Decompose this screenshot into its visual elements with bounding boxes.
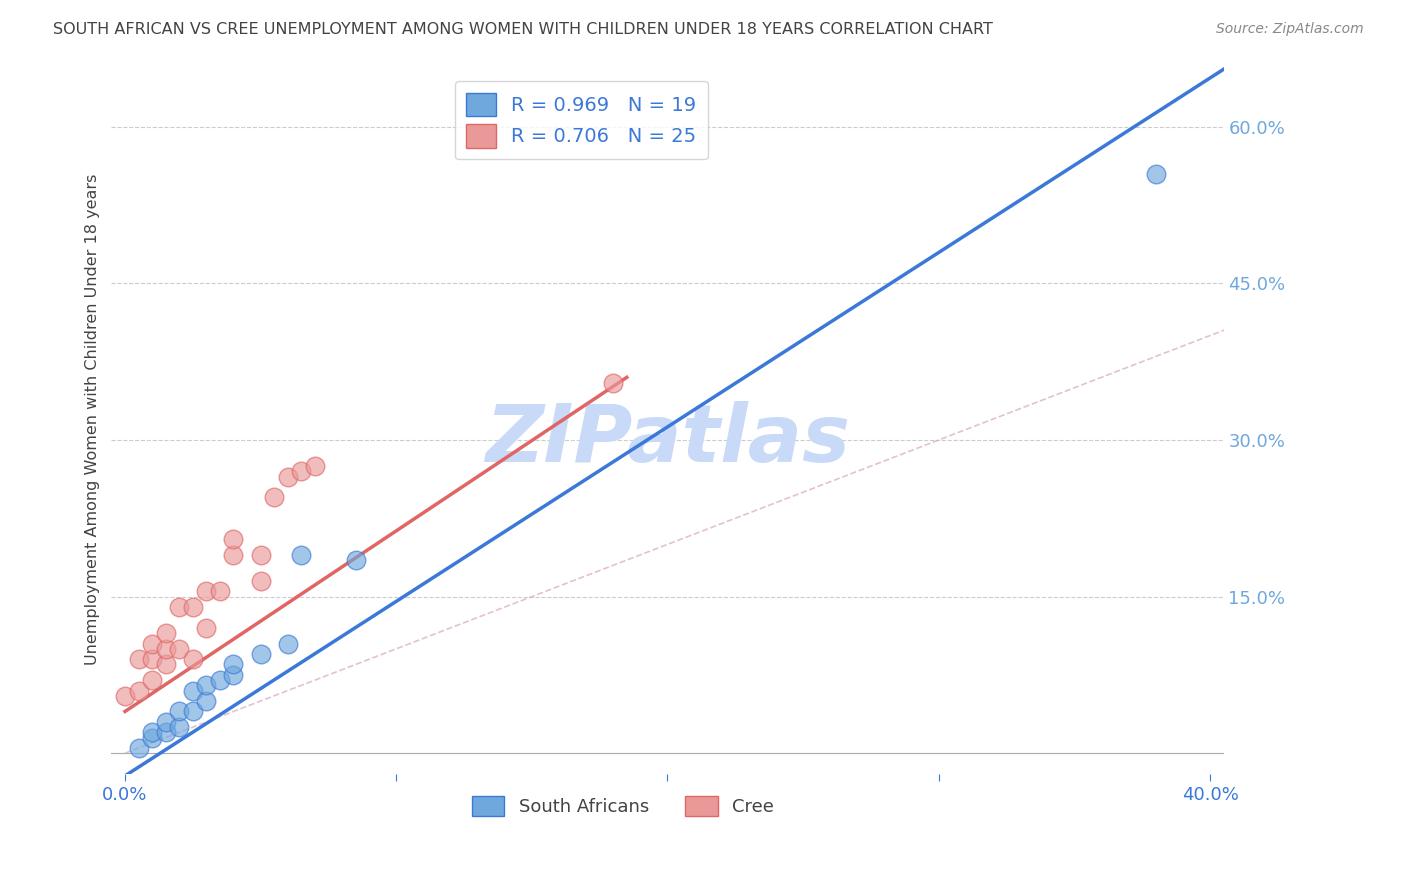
Point — [277, 637, 299, 651]
Point — [141, 725, 163, 739]
Point — [155, 657, 177, 672]
Point — [181, 705, 204, 719]
Point — [290, 548, 312, 562]
Point — [195, 678, 218, 692]
Point — [1144, 167, 1167, 181]
Point — [195, 584, 218, 599]
Point — [249, 647, 271, 661]
Point — [208, 673, 231, 687]
Legend: South Africans, Cree: South Africans, Cree — [463, 787, 783, 825]
Text: Source: ZipAtlas.com: Source: ZipAtlas.com — [1216, 22, 1364, 37]
Point — [304, 459, 326, 474]
Point — [128, 652, 150, 666]
Text: ZIPatlas: ZIPatlas — [485, 401, 851, 479]
Point — [167, 720, 190, 734]
Point — [167, 705, 190, 719]
Point — [141, 673, 163, 687]
Point — [222, 548, 245, 562]
Point — [222, 668, 245, 682]
Y-axis label: Unemployment Among Women with Children Under 18 years: Unemployment Among Women with Children U… — [86, 173, 100, 665]
Point — [208, 584, 231, 599]
Text: SOUTH AFRICAN VS CREE UNEMPLOYMENT AMONG WOMEN WITH CHILDREN UNDER 18 YEARS CORR: SOUTH AFRICAN VS CREE UNEMPLOYMENT AMONG… — [53, 22, 993, 37]
Point — [155, 626, 177, 640]
Point — [155, 641, 177, 656]
Point — [141, 731, 163, 745]
Point — [249, 548, 271, 562]
Point — [181, 600, 204, 615]
Point — [141, 652, 163, 666]
Point — [181, 652, 204, 666]
Point — [128, 683, 150, 698]
Point — [167, 641, 190, 656]
Point — [263, 491, 285, 505]
Point — [181, 683, 204, 698]
Point — [195, 694, 218, 708]
Point — [222, 657, 245, 672]
Point — [277, 469, 299, 483]
Point — [167, 600, 190, 615]
Point — [290, 464, 312, 478]
Point — [222, 532, 245, 546]
Point — [155, 725, 177, 739]
Point — [249, 574, 271, 588]
Point — [128, 741, 150, 756]
Point — [141, 637, 163, 651]
Point — [155, 714, 177, 729]
Point — [114, 689, 136, 703]
Point — [195, 621, 218, 635]
Point — [344, 553, 367, 567]
Point — [602, 376, 624, 390]
